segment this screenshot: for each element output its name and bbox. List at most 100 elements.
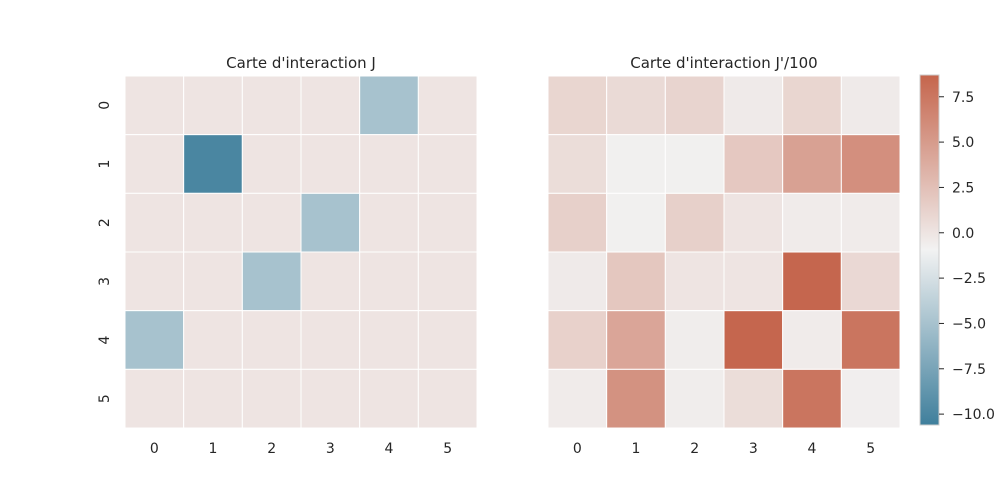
heatmap-cell: [359, 310, 419, 370]
heatmap-cell: [183, 310, 243, 370]
heatmap-cell: [606, 134, 666, 194]
colorbar-tick-label: −5.0: [952, 316, 986, 332]
heatmap-cell: [723, 368, 784, 429]
heatmap-cell: [606, 75, 666, 136]
heatmap-cell: [723, 310, 784, 370]
heatmap-cell: [606, 368, 666, 429]
heatmap-cell: [124, 310, 185, 370]
heatmap-cell: [664, 75, 725, 136]
heatmap-cell: [417, 192, 478, 253]
heatmap-cell: [241, 75, 302, 136]
colorbar: −10.0 −7.5 −5.0 −2.5 0.0 2.5 5.0 7.5: [919, 74, 995, 426]
colorbar-tick-label: 5.0: [952, 135, 974, 151]
x-tick-label: 0: [573, 441, 582, 457]
heatmap-cell: [782, 368, 842, 429]
heatmap-cell: [183, 192, 243, 253]
heatmap-cell: [606, 251, 666, 312]
heatmap-cell: [183, 134, 243, 194]
x-tick-label: 3: [326, 441, 335, 457]
heatmap-cell: [417, 368, 478, 429]
y-tick-label: 4: [97, 335, 113, 344]
heatmap-cell: [840, 368, 901, 429]
heatmap-cell: [547, 368, 608, 429]
heatmap-cell: [547, 134, 608, 194]
heatmap-cell: [723, 134, 784, 194]
heatmap-j-title: Carte d'interaction J: [226, 54, 376, 72]
colorbar-tick-label: 2.5: [952, 180, 974, 196]
heatmap-cell: [241, 251, 302, 312]
heatmap-cell: [664, 368, 725, 429]
y-tick-label: 3: [97, 277, 113, 286]
heatmap-j-prime-cells: [547, 75, 901, 429]
heatmap-cell: [300, 368, 361, 429]
x-tick-label: 1: [209, 441, 218, 457]
heatmap-j-x-ticks: 0 1 2 3 4 5: [150, 441, 452, 457]
heatmap-cell: [359, 134, 419, 194]
heatmap-cell: [782, 134, 842, 194]
heatmap-cell: [183, 368, 243, 429]
heatmap-cell: [782, 75, 842, 136]
x-tick-label: 5: [443, 441, 452, 457]
heatmap-cell: [183, 251, 243, 312]
y-tick-label: 1: [97, 160, 113, 169]
heatmap-cell: [840, 75, 901, 136]
y-tick-label: 0: [97, 101, 113, 110]
heatmap-cell: [241, 192, 302, 253]
x-tick-label: 2: [690, 441, 699, 457]
x-tick-label: 4: [385, 441, 394, 457]
heatmap-cell: [664, 192, 725, 253]
y-tick-label: 2: [97, 218, 113, 227]
heatmap-cell: [840, 192, 901, 253]
colorbar-tick-label: −7.5: [952, 362, 986, 378]
heatmap-j-cells: [124, 75, 478, 429]
heatmap-cell: [547, 75, 608, 136]
x-tick-label: 1: [632, 441, 641, 457]
colorbar-gradient: [919, 74, 940, 426]
heatmap-cell: [547, 192, 608, 253]
x-tick-label: 0: [150, 441, 159, 457]
heatmap-cell: [547, 251, 608, 312]
heatmap-cell: [124, 368, 185, 429]
heatmap-j-prime-title: Carte d'interaction J'/100: [630, 54, 817, 72]
heatmap-cell: [547, 310, 608, 370]
heatmap-cell: [300, 134, 361, 194]
heatmap-j: Carte d'interaction J 0 1 2 3 4 5 0 1 2 3 4 5: [97, 54, 478, 457]
heatmap-cell: [782, 192, 842, 253]
colorbar-tick-label: 7.5: [952, 90, 974, 106]
x-tick-label: 5: [866, 441, 875, 457]
heatmap-cell: [359, 192, 419, 253]
heatmap-cell: [300, 192, 361, 253]
x-tick-label: 4: [808, 441, 817, 457]
heatmap-cell: [664, 310, 725, 370]
heatmap-cell: [124, 251, 185, 312]
heatmap-cell: [782, 310, 842, 370]
heatmap-cell: [664, 251, 725, 312]
heatmap-cell: [417, 134, 478, 194]
heatmap-cell: [124, 75, 185, 136]
x-tick-label: 2: [267, 441, 276, 457]
heatmap-j-prime: Carte d'interaction J'/100 0 1 2 3 4 5: [547, 54, 901, 457]
colorbar-ticks: −10.0 −7.5 −5.0 −2.5 0.0 2.5 5.0 7.5: [939, 90, 995, 423]
heatmap-cell: [664, 134, 725, 194]
heatmap-cell: [417, 310, 478, 370]
colorbar-tick-label: −2.5: [952, 271, 986, 287]
heatmap-cell: [606, 310, 666, 370]
heatmap-cell: [183, 75, 243, 136]
heatmap-cell: [359, 251, 419, 312]
heatmap-cell: [241, 368, 302, 429]
colorbar-tick-label: −10.0: [952, 407, 995, 423]
heatmap-cell: [840, 134, 901, 194]
heatmap-cell: [300, 310, 361, 370]
heatmap-cell: [723, 192, 784, 253]
heatmap-cell: [417, 75, 478, 136]
heatmap-cell: [359, 75, 419, 136]
heatmap-cell: [241, 134, 302, 194]
heatmap-cell: [241, 310, 302, 370]
heatmap-cell: [300, 75, 361, 136]
heatmap-cell: [606, 192, 666, 253]
heatmap-cell: [723, 251, 784, 312]
heatmap-cell: [782, 251, 842, 312]
colorbar-tick-label: 0.0: [952, 226, 974, 242]
heatmap-j-prime-x-ticks: 0 1 2 3 4 5: [573, 441, 875, 457]
heatmap-cell: [723, 75, 784, 136]
